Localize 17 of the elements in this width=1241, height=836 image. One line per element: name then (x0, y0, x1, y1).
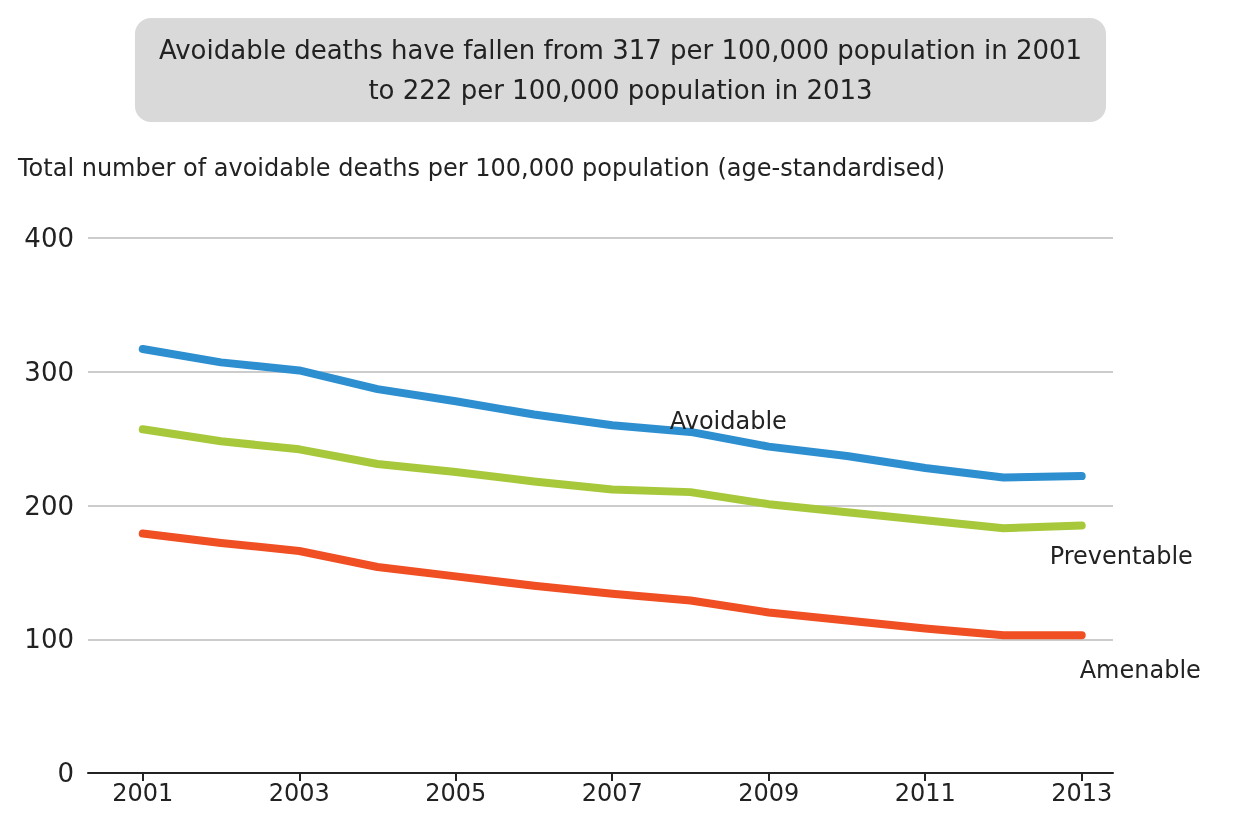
x-tick-label: 2011 (894, 779, 956, 807)
chart-title: Avoidable deaths have fallen from 317 per 100,000 population in 2001 to 222 per 100,000 population in 2013 (158, 35, 1083, 105)
x-tick-label: 2009 (738, 779, 800, 807)
y-tick-label: 400 (24, 223, 74, 253)
x-tick-label: 2003 (268, 779, 330, 807)
x-tick-label: 2007 (581, 779, 643, 807)
series-label: Amenable (1079, 656, 1201, 685)
x-tick-label: 2001 (112, 779, 174, 807)
series-label: Preventable (1049, 541, 1193, 570)
y-tick-label: 0 (57, 758, 74, 788)
x-tick-label: 2013 (1051, 779, 1113, 807)
series-label: Avoidable (669, 407, 787, 436)
x-tick-label: 2005 (425, 779, 487, 807)
y-axis-title: Total number of avoidable deaths per 100,000 population (age-standardised) (17, 154, 946, 182)
y-tick-label: 200 (24, 490, 74, 521)
y-tick-label: 300 (24, 356, 74, 387)
y-tick-label: 100 (24, 624, 74, 655)
